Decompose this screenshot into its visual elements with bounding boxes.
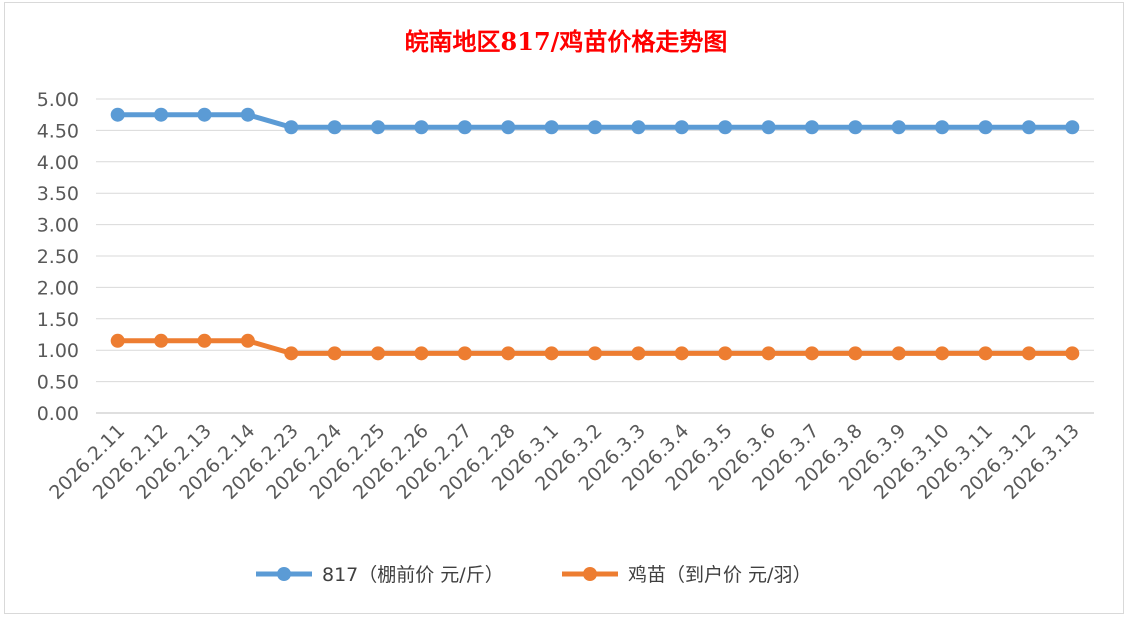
data-point: [761, 346, 776, 361]
data-point: [978, 120, 993, 135]
data-point: [457, 120, 472, 135]
data-point: [978, 346, 993, 361]
data-point: [588, 120, 602, 135]
data-point: [1065, 120, 1080, 135]
data-point: [544, 346, 559, 361]
data-point: [1021, 120, 1036, 135]
data-point: [371, 120, 386, 135]
data-point: [1021, 346, 1036, 361]
series-2: [110, 333, 1080, 361]
gridlines: [96, 98, 1094, 414]
legend-label: 鸡苗（到户价 元/羽）: [628, 564, 811, 586]
data-point: [848, 346, 863, 361]
data-point: [935, 120, 950, 135]
legend-marker: [583, 567, 597, 581]
data-point: [414, 120, 429, 135]
data-point: [718, 120, 733, 135]
data-point: [197, 107, 212, 122]
data-point: [804, 346, 819, 361]
data-point: [848, 120, 863, 135]
legend-marker: [277, 567, 291, 581]
y-tick-label: 1.00: [37, 340, 79, 362]
data-point: [240, 107, 255, 122]
y-tick-label: 1.50: [37, 309, 79, 331]
data-point: [240, 333, 255, 348]
data-point: [674, 346, 689, 361]
data-point: [761, 120, 776, 135]
y-tick-label: 5.00: [37, 89, 79, 111]
data-point: [327, 120, 342, 135]
data-point: [154, 333, 169, 348]
legend-label: 817（棚前价 元/斤）: [322, 564, 504, 586]
data-point: [804, 120, 819, 135]
y-tick-label: 0.50: [37, 372, 79, 394]
data-point: [110, 107, 125, 122]
y-tick-label: 4.50: [37, 120, 79, 142]
chart-title: 皖南地区817/鸡苗价格走势图: [405, 27, 728, 56]
data-point: [1065, 346, 1080, 361]
y-tick-label: 2.50: [37, 246, 79, 268]
x-axis-ticks: 2026.2.112026.2.122026.2.132026.2.142026…: [45, 420, 1084, 504]
series-layer: [110, 107, 1080, 361]
legend-item-1: 817（棚前价 元/斤）: [256, 564, 504, 586]
data-point: [197, 333, 212, 348]
data-point: [501, 120, 516, 135]
series-1: [110, 107, 1080, 135]
data-point: [891, 120, 906, 135]
data-point: [718, 346, 733, 361]
data-point: [327, 346, 342, 361]
data-point: [154, 107, 169, 122]
data-point: [284, 346, 299, 361]
y-tick-label: 4.00: [37, 152, 79, 174]
chart-frame: [4, 2, 1124, 614]
data-point: [674, 120, 689, 135]
data-point: [457, 346, 472, 361]
data-point: [110, 333, 125, 348]
data-point: [414, 346, 429, 361]
legend: 817（棚前价 元/斤） 鸡苗（到户价 元/羽）: [256, 564, 811, 586]
y-axis-ticks: 0.00 0.50 1.00 1.50 2.00 2.50 3.00 3.50 4.00 4.50…: [37, 89, 79, 425]
legend-item-2: 鸡苗（到户价 元/羽）: [562, 564, 811, 586]
y-tick-label: 3.00: [37, 215, 79, 237]
y-tick-label: 0.00: [37, 403, 79, 425]
data-point: [501, 346, 516, 361]
data-point: [544, 120, 559, 135]
data-point: [371, 346, 386, 361]
data-point: [631, 120, 646, 135]
data-point: [891, 346, 906, 361]
data-point: [284, 120, 299, 135]
y-tick-label: 3.50: [37, 183, 79, 205]
data-point: [588, 346, 602, 361]
y-tick-label: 2.00: [37, 277, 79, 299]
data-point: [631, 346, 646, 361]
data-point: [935, 346, 950, 361]
